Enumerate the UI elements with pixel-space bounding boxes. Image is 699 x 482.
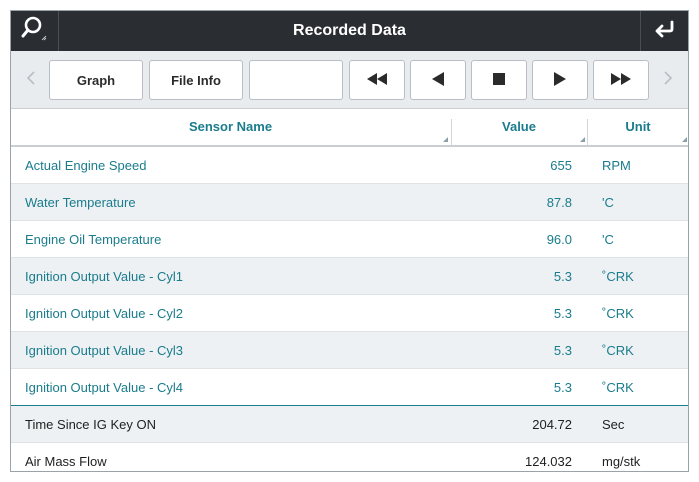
sensor-value: 5.3 <box>553 306 572 321</box>
data-table-body: Actual Engine Speed 655 RPM Water Temper… <box>11 147 688 471</box>
search-icon <box>20 15 50 48</box>
sensor-value: 87.8 <box>546 195 572 210</box>
recorded-data-window: Recorded Data Graph File Info <box>10 10 689 472</box>
sensor-value: 655 <box>550 158 572 173</box>
sensor-name: Water Temperature <box>25 195 136 210</box>
rewind-button[interactable] <box>410 60 466 100</box>
sensor-name: Air Mass Flow <box>25 454 107 469</box>
sensor-unit: ˚CRK <box>602 380 634 395</box>
page-title: Recorded Data <box>293 22 406 39</box>
table-header: Sensor Name Value Unit <box>11 109 688 147</box>
chevron-left-icon <box>26 70 36 91</box>
table-row[interactable]: Ignition Output Value - Cyl1 5.3 ˚CRK <box>11 258 688 295</box>
sensor-value: 5.3 <box>553 380 572 395</box>
column-header-value[interactable]: Value <box>502 119 536 134</box>
sensor-unit: ˚CRK <box>602 306 634 321</box>
column-divider <box>587 119 588 145</box>
table-row[interactable]: Ignition Output Value - Cyl4 5.3 ˚CRK <box>11 369 688 406</box>
scroll-right-button[interactable] <box>654 60 682 100</box>
column-divider <box>451 119 452 145</box>
table-row[interactable]: Ignition Output Value - Cyl3 5.3 ˚CRK <box>11 332 688 369</box>
fast-rewind-button[interactable] <box>349 60 405 100</box>
table-row[interactable]: Engine Oil Temperature 96.0 'C <box>11 221 688 258</box>
sensor-unit: ˚CRK <box>602 269 634 284</box>
play-button[interactable] <box>532 60 588 100</box>
fast-rewind-icon <box>366 72 388 88</box>
sensor-value: 5.3 <box>553 343 572 358</box>
sensor-value: 96.0 <box>546 232 572 247</box>
sensor-name: Ignition Output Value - Cyl4 <box>25 380 184 395</box>
search-button[interactable] <box>11 11 59 51</box>
toolbar: Graph File Info <box>11 51 688 109</box>
file-info-button[interactable]: File Info <box>149 60 243 100</box>
sensor-unit: Sec <box>602 417 625 432</box>
graph-button[interactable]: Graph <box>49 60 143 100</box>
back-return-icon <box>653 18 677 45</box>
column-header-sensor-name[interactable]: Sensor Name <box>188 119 273 134</box>
sensor-unit: mg/stk <box>602 454 641 469</box>
sensor-name: Ignition Output Value - Cyl3 <box>25 343 184 358</box>
column-resize-icon[interactable] <box>580 137 585 142</box>
scroll-left-button[interactable] <box>17 60 45 100</box>
title-bar: Recorded Data <box>11 11 688 51</box>
sensor-name: Actual Engine Speed <box>25 158 147 173</box>
sensor-name: Ignition Output Value - Cyl1 <box>25 269 184 284</box>
rewind-icon <box>431 71 445 89</box>
sensor-value: 204.72 <box>532 417 572 432</box>
sensor-name: Ignition Output Value - Cyl2 <box>25 306 184 321</box>
table-row[interactable]: Time Since IG Key ON 204.72 Sec <box>11 406 688 443</box>
table-row[interactable]: Water Temperature 87.8 'C <box>11 184 688 221</box>
sensor-name: Time Since IG Key ON <box>25 417 156 432</box>
sensor-unit: ˚CRK <box>602 343 634 358</box>
sensor-value: 5.3 <box>553 269 572 284</box>
stop-button[interactable] <box>471 60 527 100</box>
sensor-value: 124.032 <box>525 454 572 469</box>
sensor-unit: RPM <box>602 158 631 173</box>
column-resize-icon[interactable] <box>682 137 687 142</box>
fast-forward-button[interactable] <box>593 60 649 100</box>
stop-icon <box>493 72 505 88</box>
play-icon <box>553 71 567 89</box>
sensor-unit: 'C <box>602 195 614 210</box>
sensor-unit: 'C <box>602 232 614 247</box>
blank-button[interactable] <box>249 60 343 100</box>
sensor-name: Engine Oil Temperature <box>25 232 162 247</box>
fast-forward-icon <box>610 72 632 88</box>
table-row[interactable]: Air Mass Flow 124.032 mg/stk <box>11 443 688 471</box>
chevron-right-icon <box>663 70 673 91</box>
table-row[interactable]: Actual Engine Speed 655 RPM <box>11 147 688 184</box>
back-button[interactable] <box>640 11 688 51</box>
column-header-unit[interactable]: Unit <box>625 119 651 134</box>
table-row[interactable]: Ignition Output Value - Cyl2 5.3 ˚CRK <box>11 295 688 332</box>
column-resize-icon[interactable] <box>443 137 448 142</box>
